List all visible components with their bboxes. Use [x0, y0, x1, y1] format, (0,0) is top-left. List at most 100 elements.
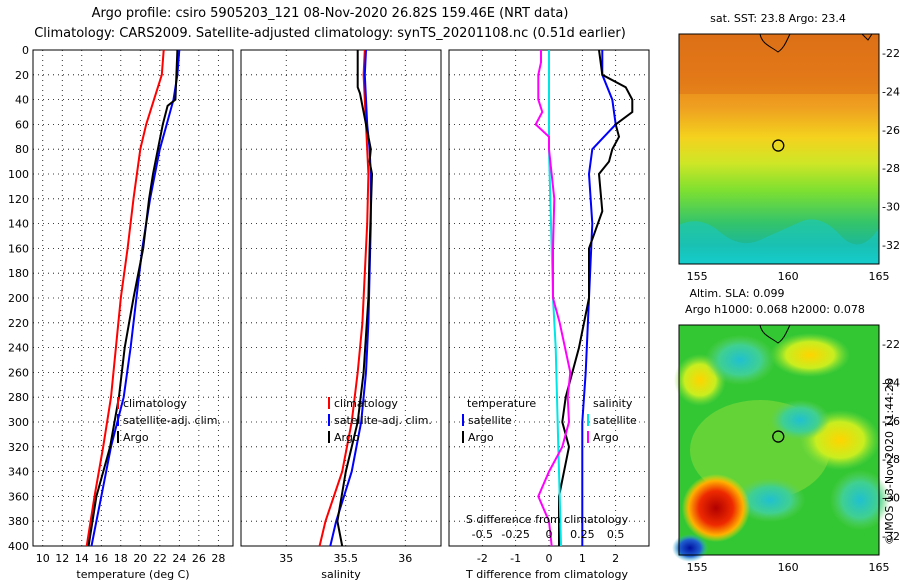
salinity-legend: climatology satellite-adj. clim. Argo [328, 397, 432, 444]
sla-warm-eddy [682, 474, 750, 542]
salinity-xlabel: salinity [321, 568, 361, 580]
x-tick-label: 35.5 [334, 552, 359, 565]
y-tick-label: 280 [8, 391, 29, 404]
y-tick-label: 240 [8, 342, 29, 355]
map-x-tick-label: 160 [778, 270, 799, 283]
sla-cold-eddy [672, 534, 708, 562]
x-tick-label: 16 [94, 552, 108, 565]
sst-argo-position-marker [772, 139, 785, 152]
y-tick-label: 20 [15, 69, 29, 82]
sst-coastline-east [861, 33, 873, 41]
y-tick-label: 320 [8, 441, 29, 454]
s-diff-tick-label: -0.25 [501, 528, 529, 541]
temperature-difference-legend: temperature satellite Argo [462, 397, 536, 444]
series-line-climatology [318, 49, 370, 547]
x-tick-label: 36 [398, 552, 412, 565]
x-tick-label: 18 [114, 552, 128, 565]
sla-blob [830, 470, 890, 530]
legend-label-argo: Argo [123, 431, 149, 444]
sla-blob [735, 478, 805, 522]
map-x-tick-label: 155 [687, 270, 708, 283]
x-tick-label: 12 [55, 552, 69, 565]
sla-blob [705, 335, 775, 385]
series-line-argo [336, 50, 374, 547]
y-tick-label: 100 [8, 168, 29, 181]
map-x-tick-label: 165 [869, 270, 890, 283]
sst-cool-band [679, 219, 879, 264]
s-difference-label: S difference from climatology [466, 513, 629, 526]
legend-label-climatology: climatology [123, 397, 187, 410]
s-diff-tick-label: 0.5 [607, 528, 625, 541]
x-tick-label: 1 [579, 552, 586, 565]
legend-label-satellite: satellite-adj. clim. [334, 414, 432, 427]
map-y-tick-label: -22 [882, 338, 900, 351]
sla-map-subtitle: Argo h1000: 0.068 h2000: 0.078 [685, 303, 865, 316]
legend-label-argo: Argo [334, 431, 360, 444]
map-x-tick-label: 160 [778, 561, 799, 574]
legend-title-salinity: salinity [593, 397, 633, 410]
s-diff-tick-label: -0.5 [472, 528, 493, 541]
map-x-tick-label: 155 [687, 561, 708, 574]
sst-map-frame [678, 33, 880, 265]
x-tick-label: -2 [477, 552, 488, 565]
sla-argo-position-marker [772, 430, 785, 443]
map-y-tick-label: -30 [882, 492, 900, 505]
x-tick-label: 22 [153, 552, 167, 565]
x-tick-label: 2 [612, 552, 619, 565]
figure-subtitle: Climatology: CARS2009. Satellite-adjuste… [34, 26, 626, 41]
y-tick-label: 60 [15, 118, 29, 131]
temperature-panel: 10 12 14 16 18 20 22 24 26 28 0 20 40 60 80 100 120 140 1… [8, 44, 234, 580]
legend-label-satellite: satellite-adj. clim. [123, 414, 221, 427]
s-diff-tick-label: 0.25 [570, 528, 595, 541]
sla-map: Altim. SLA: 0.099 Argo h1000: 0.068 h200… [672, 287, 900, 574]
y-tick-label: 200 [8, 292, 29, 305]
sst-map-title: sat. SST: 23.8 Argo: 23.4 [710, 12, 846, 25]
x-tick-label: 26 [192, 552, 206, 565]
map-x-tick-label: 165 [869, 561, 890, 574]
y-tick-label: 120 [8, 193, 29, 206]
map-y-tick-label: -26 [882, 415, 900, 428]
y-tick-label: 400 [8, 540, 29, 553]
y-tick-label: 260 [8, 366, 29, 379]
y-tick-label: 380 [8, 515, 29, 528]
y-tick-label: 80 [15, 143, 29, 156]
difference-xlabel: T difference from climatology [465, 568, 628, 580]
sla-coastline [759, 324, 791, 344]
series-line-t-argo [558, 49, 634, 546]
sla-map-title: Altim. SLA: 0.099 [689, 287, 784, 300]
y-tick-label: 300 [8, 416, 29, 429]
s-diff-tick-label: 0 [546, 528, 553, 541]
difference-panel: -2 -1 0 1 2 -0.5 -0.25 0 0.25 0.5 T difference f… [448, 49, 650, 580]
legend-label-t-satellite: satellite [468, 414, 512, 427]
y-tick-label: 0 [22, 44, 29, 57]
map-y-tick-label: -26 [882, 124, 900, 137]
sst-map: sat. SST: 23.8 Argo: 23.4 155 160 165 -22 -… [678, 12, 900, 283]
x-tick-label: 24 [172, 552, 186, 565]
y-tick-label: 140 [8, 218, 29, 231]
y-tick-label: 360 [8, 490, 29, 503]
x-tick-label: 14 [75, 552, 89, 565]
figure-title: Argo profile: csiro 5905203_121 08-Nov-2… [91, 6, 569, 21]
legend-label-s-satellite: satellite [593, 414, 637, 427]
map-y-tick-label: -24 [882, 377, 900, 390]
sst-warm-band [679, 34, 879, 94]
salinity-difference-legend: salinity satellite Argo [587, 397, 637, 444]
temperature-xlabel: temperature (deg C) [76, 568, 189, 580]
legend-label-t-argo: Argo [468, 431, 494, 444]
sla-blob [770, 333, 850, 377]
x-tick-label: 10 [36, 552, 50, 565]
series-line-climatology [85, 49, 165, 547]
map-y-tick-label: -28 [882, 453, 900, 466]
series-line-t-satellite [581, 50, 617, 546]
series-line-argo [87, 49, 179, 547]
y-tick-label: 340 [8, 466, 29, 479]
legend-label-s-argo: Argo [593, 431, 619, 444]
imos-timestamp: ©IMOS 13-Nov-2020 11:44:28 [883, 378, 896, 545]
map-y-tick-label: -22 [882, 47, 900, 60]
sst-field [679, 34, 879, 264]
x-tick-label: 0 [546, 552, 553, 565]
x-tick-label: 35 [279, 552, 293, 565]
temperature-legend: climatology satellite-adj. clim. Argo [117, 397, 221, 444]
series-line-s-argo [534, 50, 572, 547]
